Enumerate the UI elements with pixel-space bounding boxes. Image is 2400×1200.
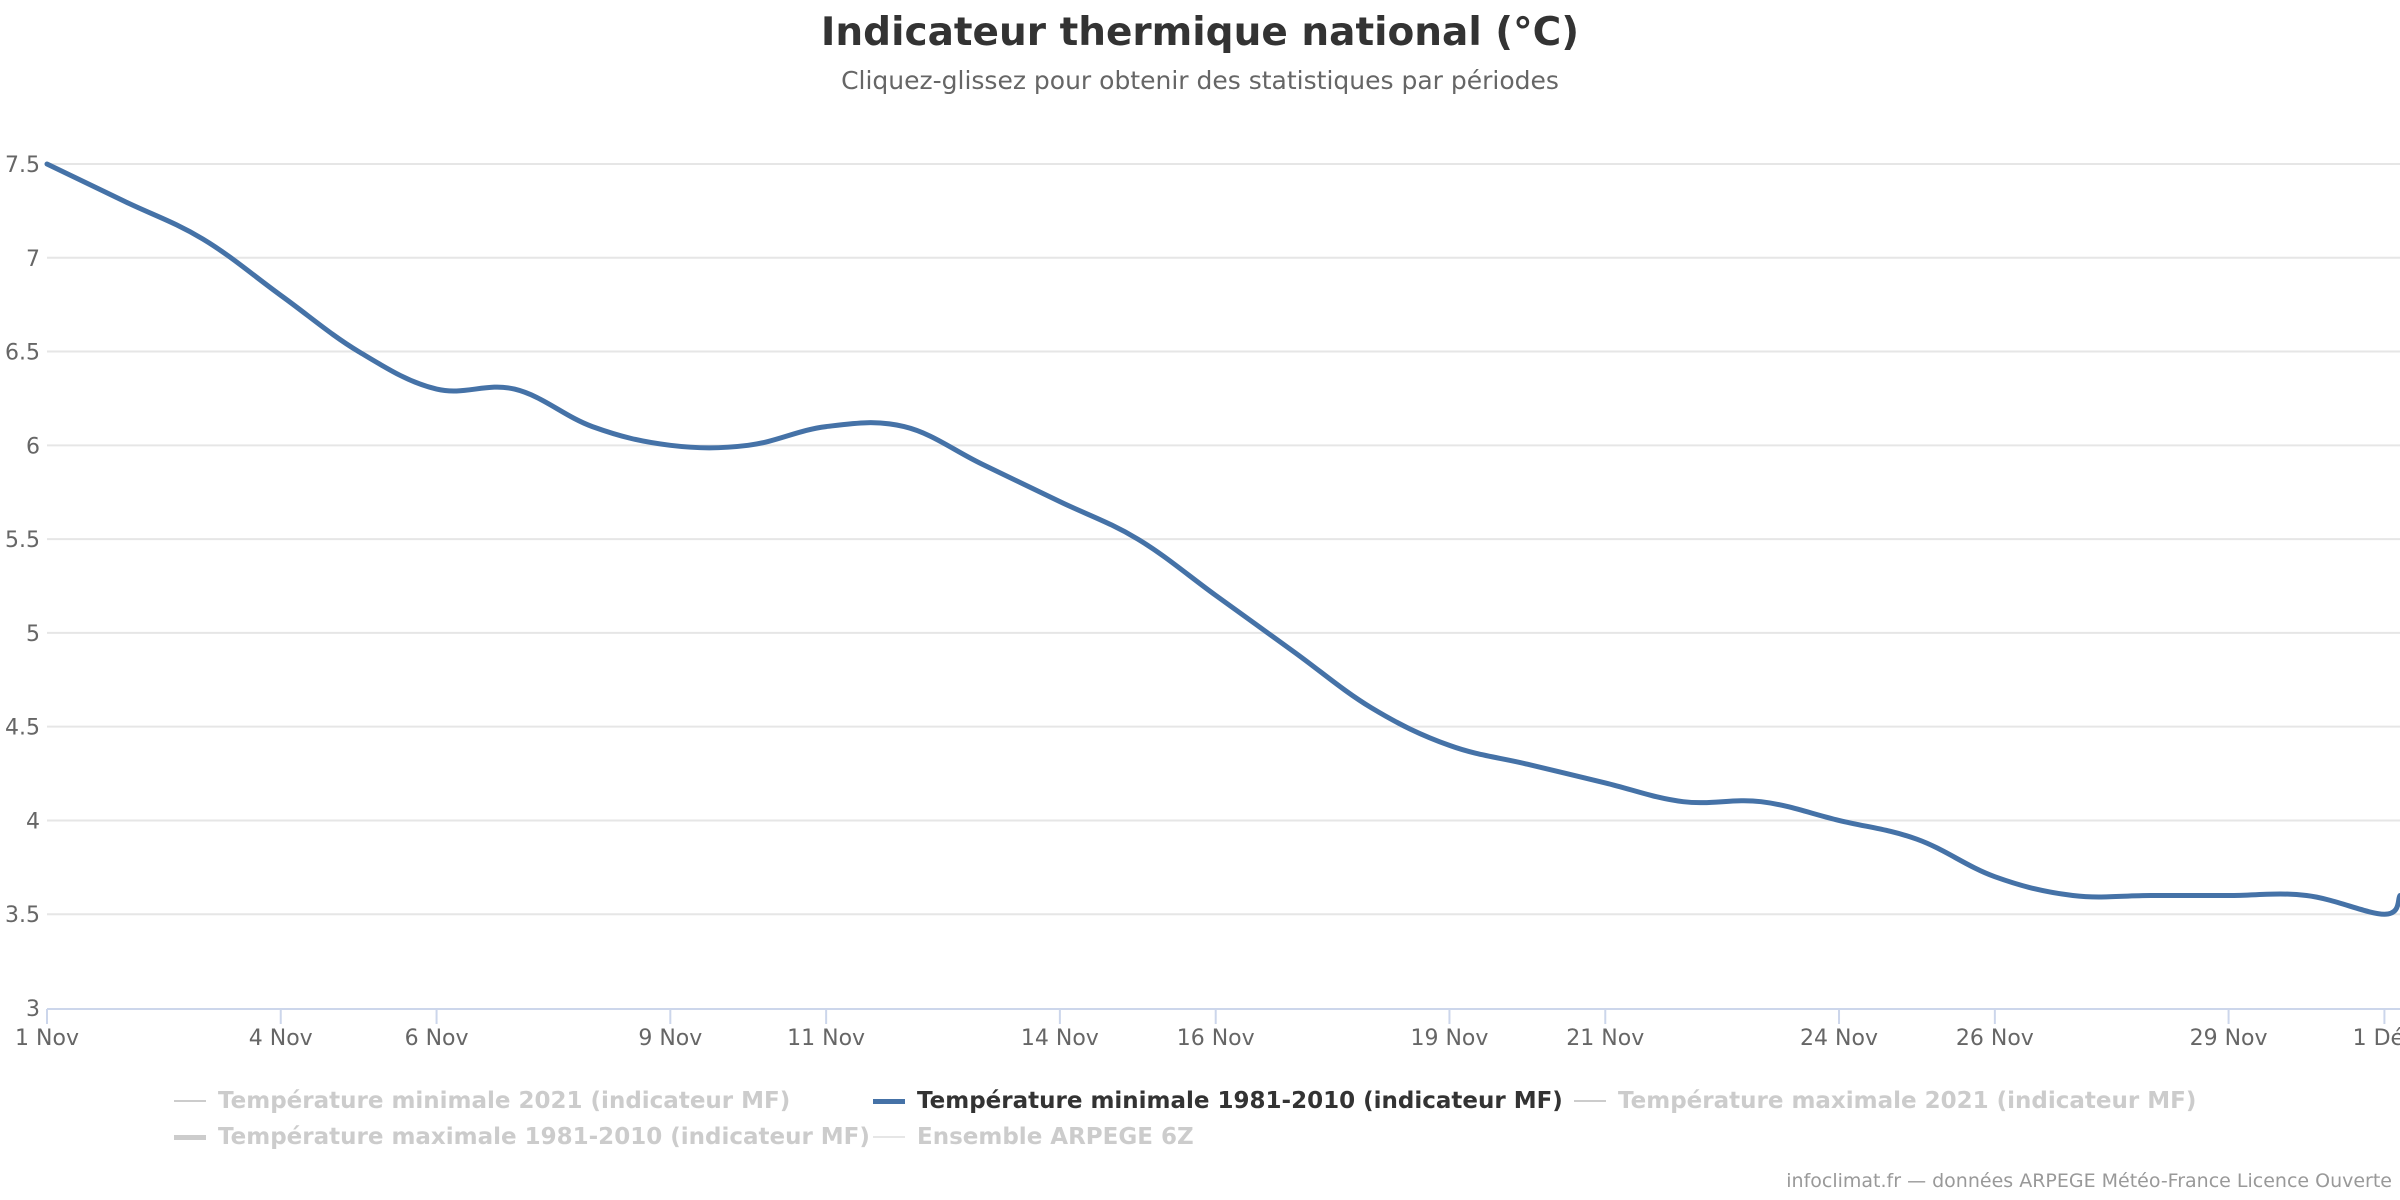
- x-tick-label: 1 Nov: [15, 1026, 79, 1051]
- y-axis: 3 3.5 4 4.5 5 5.5 6 6.5 7 7.5: [5, 153, 40, 1022]
- x-tick-label: 1 Déc: [2353, 1026, 2400, 1051]
- grid-lines: [47, 163, 2400, 916]
- legend-label: Température maximale 2021 (indicateur MF…: [1618, 1088, 2197, 1114]
- legend-line-icon: [174, 1100, 206, 1102]
- y-tick-label: 5: [26, 622, 40, 647]
- y-tick-label: 4: [26, 809, 40, 834]
- legend-item-max-2021[interactable]: Température maximale 2021 (indicateur MF…: [1574, 1084, 2196, 1118]
- credits-text[interactable]: infoclimat.fr — données ARPEGE Météo-Fra…: [1786, 1170, 2392, 1192]
- x-tick-label: 29 Nov: [2190, 1026, 2268, 1051]
- legend-label: Température minimale 2021 (indicateur MF…: [218, 1088, 791, 1114]
- chart-subtitle: Cliquez-glissez pour obtenir des statist…: [841, 66, 1559, 95]
- series-line-min-1981-2010[interactable]: [44, 161, 2400, 917]
- y-tick-label: 6: [26, 434, 40, 459]
- legend-item-ensemble-arpege[interactable]: Ensemble ARPEGE 6Z: [873, 1120, 1194, 1154]
- x-tick-label: 6 Nov: [405, 1026, 469, 1051]
- chart-area[interactable]: 3 3.5 4 4.5 5 5.5 6 6.5 7 7.5 1 Nov 4 Nov 6 Nov 9 No…: [0, 0, 2400, 1080]
- x-tick-label: 24 Nov: [1800, 1026, 1878, 1051]
- y-tick-label: 7: [26, 247, 40, 272]
- legend-line-icon: [873, 1136, 905, 1138]
- chart-title: Indicateur thermique national (°C): [820, 10, 1580, 55]
- x-tick-label: 9 Nov: [638, 1026, 702, 1051]
- legend-line-icon: [174, 1134, 206, 1140]
- x-tick-label: 16 Nov: [1177, 1026, 1255, 1051]
- legend-item-max-1981-2010[interactable]: Température maximale 1981-2010 (indicate…: [174, 1120, 870, 1154]
- x-axis: 1 Nov 4 Nov 6 Nov 9 Nov 11 Nov 14 Nov 16 Nov 19…: [15, 1008, 2400, 1051]
- legend-label: Ensemble ARPEGE 6Z: [917, 1124, 1194, 1150]
- legend-item-min-1981-2010[interactable]: Température minimale 1981-2010 (indicate…: [873, 1084, 1563, 1118]
- legend-line-icon: [1574, 1100, 1606, 1102]
- series-lines[interactable]: [40, 157, 2400, 921]
- x-tick-label: 11 Nov: [787, 1026, 865, 1051]
- legend-label: Température minimale 1981-2010 (indicate…: [917, 1088, 1563, 1114]
- x-tick-label: 21 Nov: [1566, 1026, 1644, 1051]
- x-tick-label: 4 Nov: [249, 1026, 313, 1051]
- x-tick-label: 19 Nov: [1410, 1026, 1488, 1051]
- y-tick-label: 7.5: [5, 153, 40, 178]
- y-tick-label: 3.5: [5, 903, 40, 928]
- y-tick-label: 4.5: [5, 716, 40, 741]
- x-tick-label: 14 Nov: [1021, 1026, 1099, 1051]
- x-tick-label: 26 Nov: [1956, 1026, 2034, 1051]
- legend-label: Température maximale 1981-2010 (indicate…: [218, 1124, 870, 1150]
- y-tick-label: 3: [26, 997, 40, 1022]
- legend-item-min-2021[interactable]: Température minimale 2021 (indicateur MF…: [174, 1084, 790, 1118]
- y-tick-label: 5.5: [5, 528, 40, 553]
- legend-line-icon: [873, 1098, 905, 1104]
- y-tick-label: 6.5: [5, 341, 40, 366]
